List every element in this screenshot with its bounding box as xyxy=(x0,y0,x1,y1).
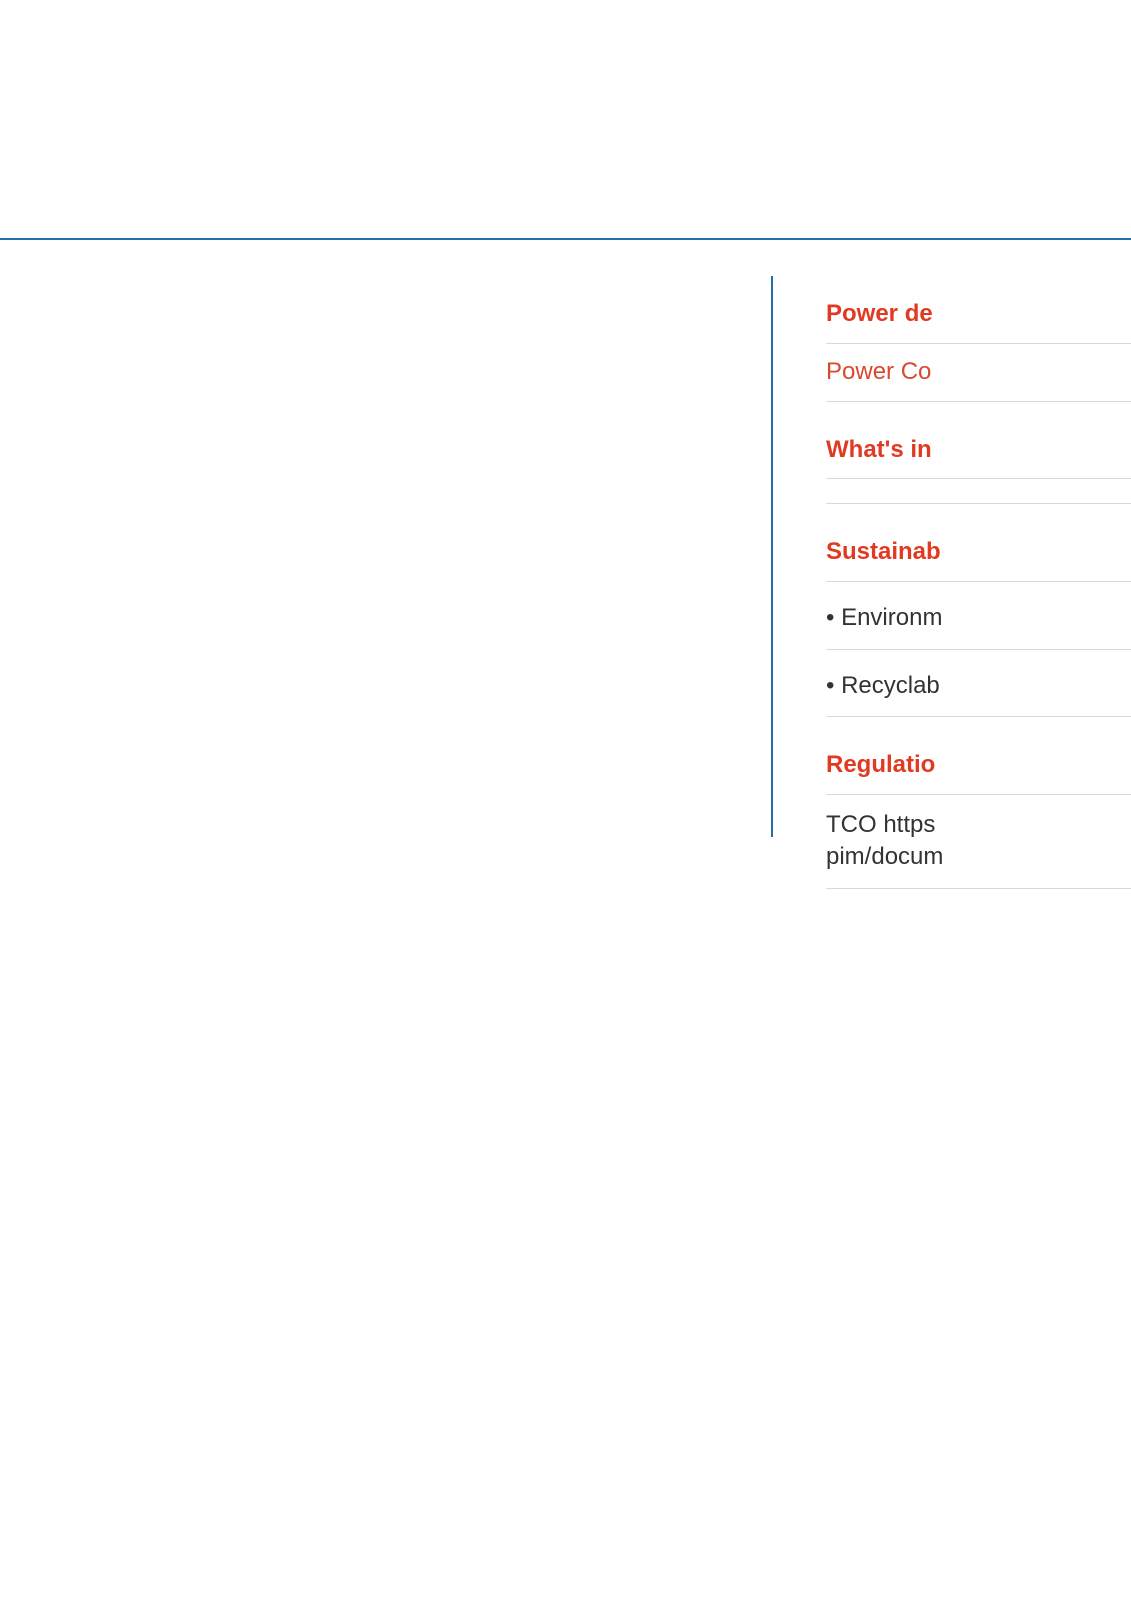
reg-body-line2: pim/docum xyxy=(826,841,1131,873)
right-column: Power de Power Co What's in Sustainab • … xyxy=(826,300,1131,889)
sustain-bullet-environ: • Environm xyxy=(826,602,1131,634)
reg-heading: Regulatio xyxy=(826,751,1131,780)
reg-body-line1: TCO https xyxy=(826,809,1131,841)
sustain-bullet-recycl: • Recyclab xyxy=(826,670,1131,702)
top-divider xyxy=(0,238,1131,240)
power-link[interactable]: Power Co xyxy=(826,358,1131,387)
column-divider xyxy=(771,276,773,837)
rule xyxy=(826,888,1131,889)
sustain-heading: Sustainab xyxy=(826,538,1131,567)
whats-in-heading: What's in xyxy=(826,436,1131,465)
power-heading: Power de xyxy=(826,300,1131,329)
page: Power de Power Co What's in Sustainab • … xyxy=(0,0,1131,1600)
